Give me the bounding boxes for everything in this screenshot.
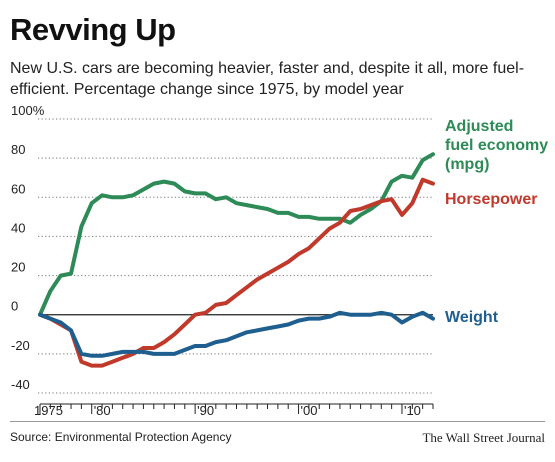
chart-title: Revving Up bbox=[10, 12, 176, 47]
y-tick-label: 60 bbox=[11, 181, 25, 196]
horsepower-label: Horsepower bbox=[445, 191, 537, 208]
source-note: Source: Environmental Protection Agency bbox=[10, 430, 232, 444]
x-tick-label: 1975 bbox=[34, 403, 63, 418]
y-tick-label: 40 bbox=[11, 220, 25, 235]
y-tick-label: 100% bbox=[11, 103, 45, 118]
series-line bbox=[38, 152, 435, 317]
y-tick-labels: 100% 80 60 40 20 0 -20 -40 bbox=[11, 103, 45, 392]
weight-label: Weight bbox=[445, 309, 499, 326]
series-lines bbox=[38, 152, 435, 368]
chart-subtitle: New U.S. cars are becoming heavier, fast… bbox=[10, 60, 525, 98]
x-tick-label: '00 bbox=[301, 403, 318, 418]
y-tick-label: 0 bbox=[11, 299, 18, 314]
y-tick-label: 80 bbox=[11, 142, 25, 157]
publication-credit: The Wall Street Journal bbox=[422, 430, 545, 445]
y-tick-label: -40 bbox=[11, 377, 30, 392]
series-labels: Adjusted fuel economy (mpg) Horsepower Weigh… bbox=[445, 118, 548, 326]
x-axis: 1975 '80 '90 '00 '10 bbox=[34, 403, 434, 418]
series-line bbox=[38, 310, 435, 358]
series-line bbox=[38, 177, 435, 368]
y-tick-label: -20 bbox=[11, 338, 30, 353]
footer-divider bbox=[10, 421, 545, 422]
gridlines bbox=[38, 118, 433, 394]
y-tick-label: 20 bbox=[11, 260, 25, 275]
x-tick-label: '80 bbox=[94, 403, 111, 418]
fuel-economy-label: Adjusted fuel economy (mpg) bbox=[445, 118, 548, 173]
x-tick-label: '10 bbox=[404, 403, 421, 418]
x-tick-label: '90 bbox=[197, 403, 214, 418]
